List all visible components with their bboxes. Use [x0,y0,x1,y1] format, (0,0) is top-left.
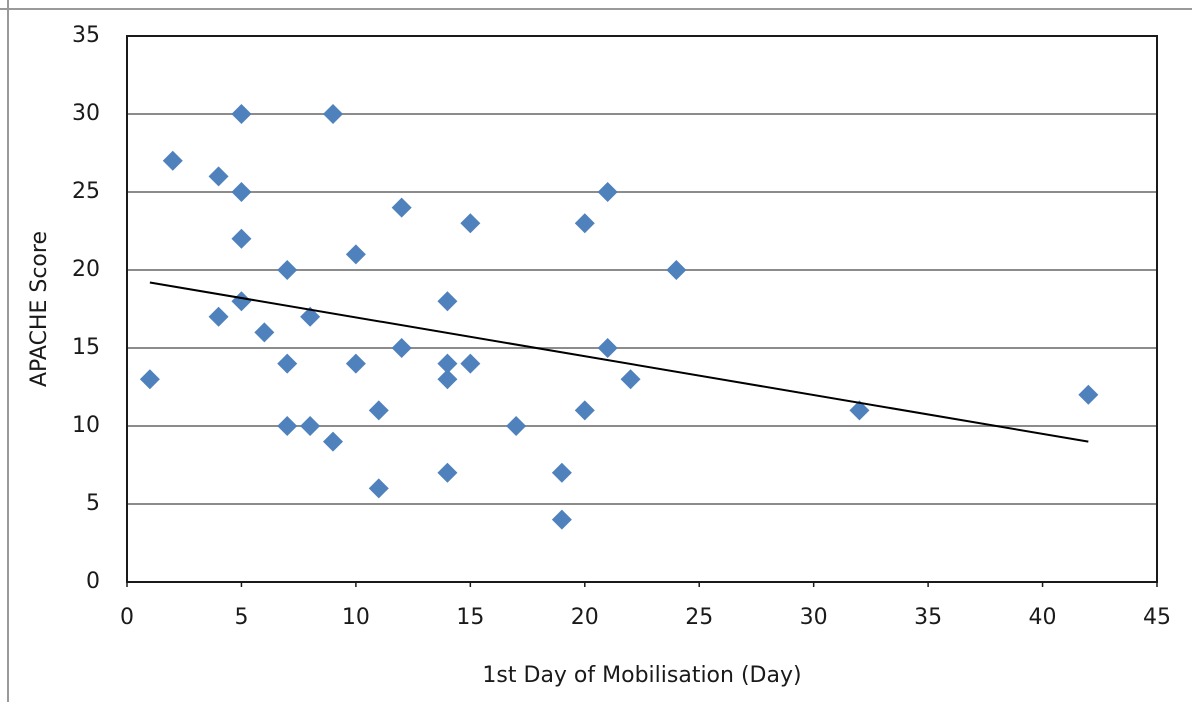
point [323,104,343,124]
point [345,353,366,374]
y-tick-label: 25 [72,179,100,204]
point [254,322,275,343]
point [391,197,412,218]
point [551,462,572,483]
trendline [149,281,1089,443]
x-tick-label: 45 [1143,605,1171,630]
point [551,509,572,530]
x-tick-label: 15 [456,605,484,630]
x-axis-label: 1st Day of Mobilisation (Day) [482,663,801,688]
point [437,291,458,312]
point [437,462,458,483]
point [597,338,618,358]
y-axis-label: APACHE Score [27,231,52,387]
x-tick-label: 20 [571,605,599,630]
point [277,416,298,436]
point [231,228,252,249]
point [345,244,366,265]
x-tick-label: 5 [234,605,248,630]
point [368,478,389,499]
point [139,369,160,390]
x-tick-label: 35 [914,605,942,630]
point [620,369,641,390]
point [849,400,870,421]
point [597,182,618,202]
x-tick-label: 40 [1029,605,1057,630]
y-tick-label: 35 [72,23,100,48]
point [277,353,298,374]
point [323,431,343,452]
point [437,353,458,374]
plot-area [126,35,1158,583]
x-tick-label: 25 [685,605,713,630]
point [506,416,527,436]
x-tick-label: 0 [120,605,134,630]
y-tick-label: 5 [86,491,100,516]
point [437,369,458,390]
point [368,400,389,421]
point [574,400,595,421]
point [460,353,481,374]
point [231,104,252,124]
y-tick-label: 20 [72,257,100,282]
point [231,182,252,202]
y-tick-label: 0 [86,569,100,594]
point [460,213,481,234]
point [300,416,321,436]
point [1078,384,1099,405]
x-tick-label: 30 [800,605,828,630]
point [277,260,298,280]
point [666,260,687,280]
point [231,291,252,312]
point [300,306,321,327]
y-tick-label: 10 [72,413,100,438]
point [162,150,183,171]
point [574,213,595,234]
point [391,338,412,358]
y-tick-label: 15 [72,335,100,360]
point [208,306,229,327]
y-tick-label: 30 [72,101,100,126]
point [208,166,229,187]
x-tick-label: 10 [342,605,370,630]
